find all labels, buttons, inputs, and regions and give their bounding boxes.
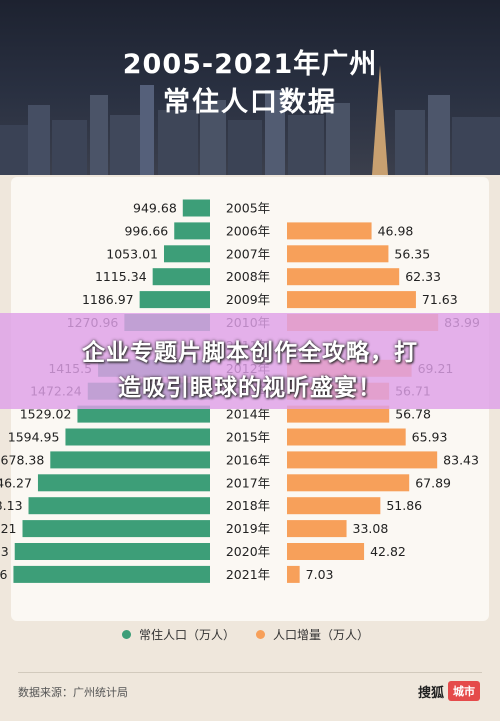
population-label-14: 1831.21: [0, 521, 17, 536]
population-label-10: 1594.95: [8, 430, 60, 445]
page-subtitle: 常住人口数据: [163, 87, 337, 118]
population-bar-11: [50, 451, 211, 469]
year-label-12: 2017年: [226, 475, 270, 490]
legend-item-increment: 人口增量（万人）: [256, 626, 369, 643]
population-bar-1: [174, 222, 210, 240]
population-bar-14: [22, 520, 210, 538]
year-label-11: 2016年: [226, 452, 270, 467]
brand-badge: 城市: [448, 681, 481, 701]
population-label-13: 1798.13: [0, 498, 23, 513]
increment-label-3: 62.33: [405, 269, 441, 284]
year-label-14: 2019年: [226, 521, 270, 536]
legend-dot-increment: [256, 630, 265, 639]
population-bar-15: [14, 543, 211, 560]
population-label-9: 1529.02: [20, 407, 72, 422]
year-label-4: 2009年: [226, 292, 270, 307]
increment-label-11: 83.43: [443, 452, 479, 467]
year-label-10: 2015年: [226, 430, 270, 445]
increment-bar-2: [287, 245, 389, 263]
increment-bar-13: [287, 497, 381, 515]
increment-bar-16: [287, 565, 300, 583]
city-skyline-image: [0, 65, 500, 175]
population-label-0: 949.68: [133, 201, 177, 216]
increment-bar-9: [287, 405, 390, 423]
increment-bar-10: [287, 428, 406, 446]
population-bar-13: [28, 497, 210, 515]
year-label-15: 2020年: [226, 544, 270, 559]
banner-text-line-2: 造吸引眼球的视听盛宴！: [118, 375, 382, 401]
population-bar-12: [37, 474, 210, 492]
increment-bar-11: [287, 451, 438, 469]
population-bar-4: [139, 291, 210, 309]
legend-label-population: 常住人口（万人）: [139, 628, 236, 642]
increment-bar-12: [287, 474, 410, 492]
population-label-4: 1186.97: [82, 292, 134, 307]
year-label-2: 2007年: [226, 246, 270, 261]
population-label-3: 1115.34: [95, 269, 147, 284]
banner-text-line-1: 企业专题片脚本创作全攻略，打: [82, 340, 418, 366]
increment-label-12: 67.89: [415, 475, 451, 490]
population-bar-16: [13, 565, 211, 583]
increment-label-14: 33.08: [353, 521, 389, 536]
legend-item-population: 常住人口（万人）: [122, 626, 235, 643]
legend-dot-population: [122, 630, 131, 639]
population-label-16: 1881.06: [0, 567, 7, 582]
increment-label-2: 56.35: [394, 246, 430, 261]
population-label-11: 1678.38: [0, 452, 44, 467]
population-label-12: 1746.27: [0, 475, 32, 490]
population-bar-3: [152, 268, 210, 286]
increment-bar-1: [287, 222, 372, 240]
year-label-9: 2014年: [226, 407, 270, 422]
increment-label-1: 46.98: [378, 223, 414, 238]
increment-label-13: 51.86: [386, 498, 422, 513]
data-source: 数据来源：广州统计局: [18, 686, 128, 699]
brand-logo: 搜狐 城市: [418, 681, 481, 701]
population-bar-9: [77, 405, 210, 423]
population-label-2: 1053.01: [106, 246, 158, 261]
legend-label-increment: 人口增量（万人）: [273, 628, 370, 642]
year-label-3: 2008年: [226, 269, 270, 284]
population-label-15: 1874.03: [0, 544, 9, 559]
population-label-1: 996.66: [124, 223, 168, 238]
year-label-16: 2021年: [226, 567, 270, 582]
population-bar-0: [182, 199, 210, 217]
increment-label-9: 56.78: [395, 407, 431, 422]
year-label-0: 2005年: [226, 201, 270, 216]
increment-bar-14: [287, 520, 347, 538]
increment-label-10: 65.93: [412, 430, 448, 445]
page-title: 2005-2021年广州: [122, 49, 378, 80]
increment-label-4: 71.63: [422, 292, 458, 307]
year-label-13: 2018年: [226, 498, 270, 513]
year-label-1: 2006年: [226, 223, 270, 238]
chart-legend: 常住人口（万人） 人口增量（万人）: [0, 626, 500, 646]
brand-name: 搜狐: [418, 685, 445, 701]
hero-header: 2005-2021年广州 常住人口数据: [0, 0, 500, 175]
promo-banner[interactable]: 企业专题片脚本创作全攻略，打 造吸引眼球的视听盛宴！: [0, 313, 500, 409]
increment-label-16: 7.03: [306, 567, 334, 582]
increment-bar-3: [287, 268, 400, 286]
increment-label-15: 42.82: [370, 544, 406, 559]
population-bar-2: [163, 245, 210, 263]
increment-bar-4: [287, 291, 416, 309]
population-bar-10: [65, 428, 210, 446]
footer-divider: [18, 672, 482, 673]
increment-bar-15: [287, 543, 365, 560]
